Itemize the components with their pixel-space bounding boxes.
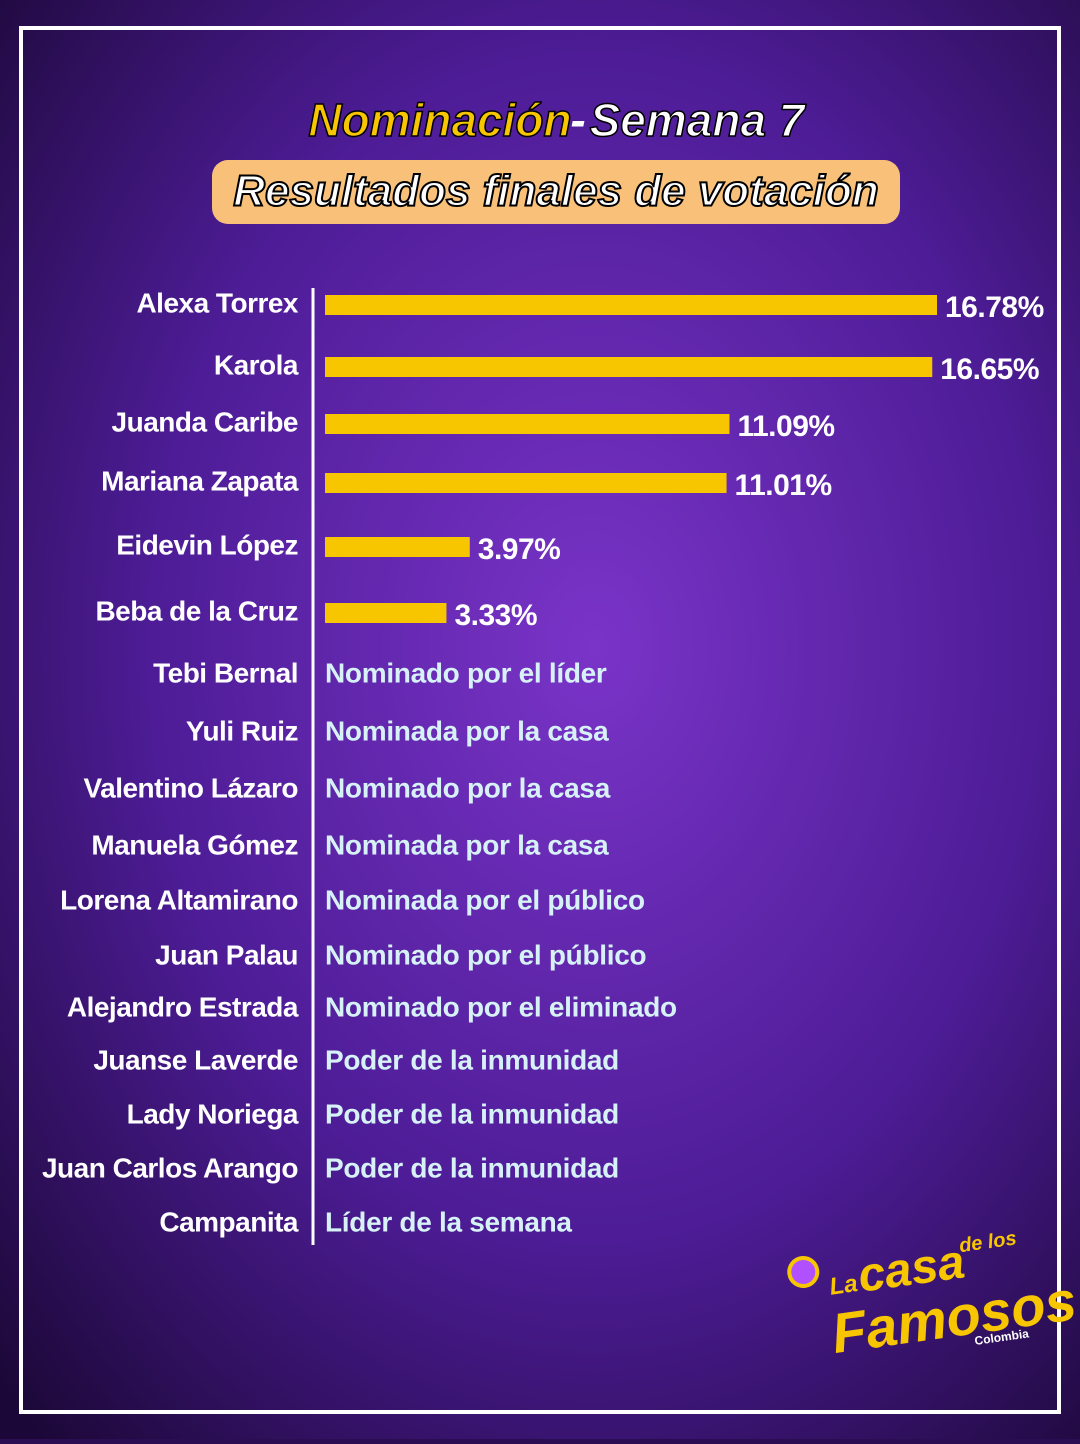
frame <box>19 26 1061 1414</box>
value-label: 16.65% <box>940 353 1039 386</box>
logo-icon <box>787 1255 820 1288</box>
category-label: Eidevin López <box>116 529 298 560</box>
bar <box>325 537 470 557</box>
nominee-status: Líder de la semana <box>325 1206 572 1237</box>
nominee-status: Nominada por el público <box>325 884 645 915</box>
nominee-name: Juanse Laverde <box>93 1044 298 1075</box>
category-label: Karola <box>214 349 299 380</box>
nominee-name: Alejandro Estrada <box>67 991 299 1022</box>
nominee-status: Nominado por el eliminado <box>325 991 677 1022</box>
nominee-name: Valentino Lázaro <box>84 772 299 803</box>
category-label: Juanda Caribe <box>112 406 298 437</box>
bar <box>325 414 730 434</box>
value-label: 11.01% <box>735 469 832 502</box>
nominee-status: Nominado por el público <box>325 939 647 970</box>
nominee-status: Nominado por la casa <box>325 772 611 803</box>
nominee-name: Campanita <box>159 1206 299 1237</box>
nominee-name: Lady Noriega <box>127 1098 299 1129</box>
logo-text: La <box>828 1270 860 1301</box>
nominee-name: Manuela Gómez <box>91 829 298 860</box>
subtitle: Resultados finales de votación <box>233 167 879 216</box>
nominee-name: Juan Carlos Arango <box>42 1152 298 1183</box>
bar <box>325 473 727 493</box>
value-label: 16.78% <box>945 291 1044 324</box>
nominee-status: Poder de la inmunidad <box>325 1152 619 1183</box>
title-separator: - <box>570 94 585 146</box>
title: Nominación - Semana 7 <box>308 93 808 147</box>
nominee-name: Lorena Altamirano <box>60 884 298 915</box>
nominee-name: Tebi Bernal <box>153 657 298 688</box>
category-label: Beba de la Cruz <box>95 595 298 626</box>
value-label: 3.33% <box>454 599 537 632</box>
nominee-status: Nominada por la casa <box>325 829 609 860</box>
nominee-name: Yuli Ruiz <box>186 715 298 746</box>
category-label: Mariana Zapata <box>101 465 299 496</box>
nominee-status: Poder de la inmunidad <box>325 1098 619 1129</box>
bar <box>325 295 937 315</box>
value-label: 3.97% <box>478 533 561 566</box>
bar <box>325 603 447 623</box>
nominee-name: Juan Palau <box>155 939 298 970</box>
subtitle-box <box>212 160 900 224</box>
value-label: 11.09% <box>737 410 834 443</box>
title-rest: Semana 7 <box>590 94 807 146</box>
bar <box>325 357 933 377</box>
category-label: Alexa Torrex <box>136 287 298 318</box>
title-highlight: Nominación <box>308 94 571 146</box>
nominee-status: Nominado por el líder <box>325 657 607 688</box>
nominee-status: Nominada por la casa <box>325 715 609 746</box>
nominee-status: Poder de la inmunidad <box>325 1044 619 1075</box>
